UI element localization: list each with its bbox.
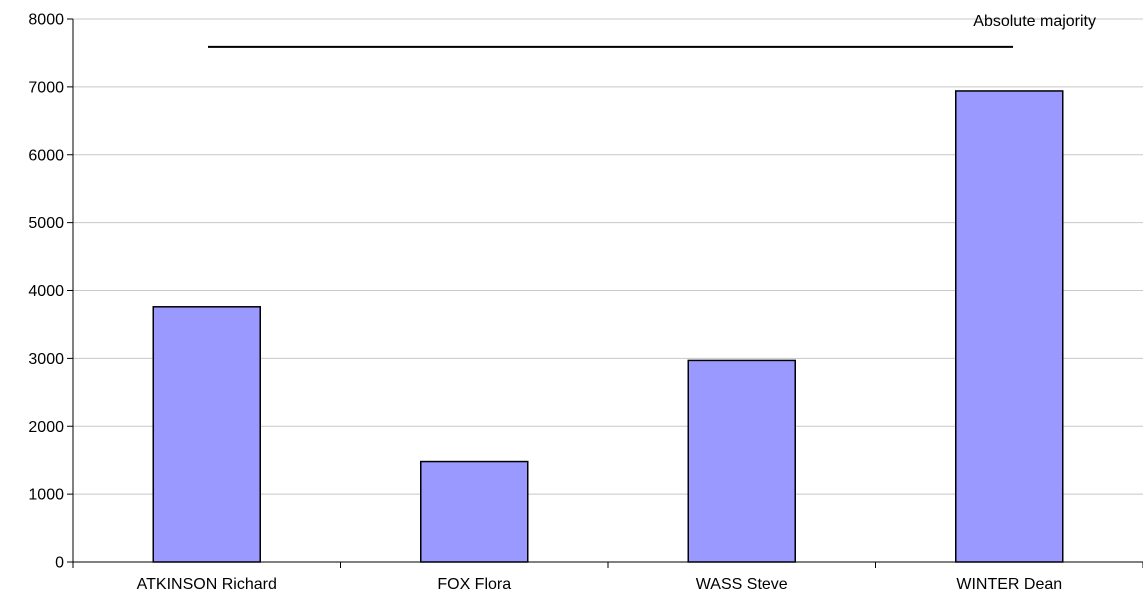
x-tick-label: FOX Flora [437, 576, 511, 593]
x-tick-label: ATKINSON Richard [137, 576, 277, 593]
x-tick-label: WASS Steve [696, 576, 788, 593]
absolute-majority-label: Absolute majority [973, 13, 1096, 30]
bar [152, 306, 261, 563]
y-tick-label: 0 [55, 555, 64, 572]
bar [955, 90, 1064, 563]
y-tick-label: 4000 [28, 283, 64, 300]
y-tick-label: 1000 [28, 487, 64, 504]
bar [420, 460, 529, 563]
y-tick-label: 5000 [28, 215, 64, 232]
x-tick-label: WINTER Dean [956, 576, 1062, 593]
y-tick-label: 6000 [28, 147, 64, 164]
ticks: 0 1000 2000 3000 4000 5000 6000 7000 8000 ATKINSO… [28, 12, 1143, 593]
bars [152, 90, 1064, 563]
y-tick-label: 7000 [28, 79, 64, 96]
reference-line-group: Absolute majority [208, 13, 1096, 48]
y-tick-label: 2000 [28, 419, 64, 436]
y-tick-label: 3000 [28, 351, 64, 368]
y-tick-label: 8000 [28, 12, 64, 29]
bar [687, 359, 796, 563]
